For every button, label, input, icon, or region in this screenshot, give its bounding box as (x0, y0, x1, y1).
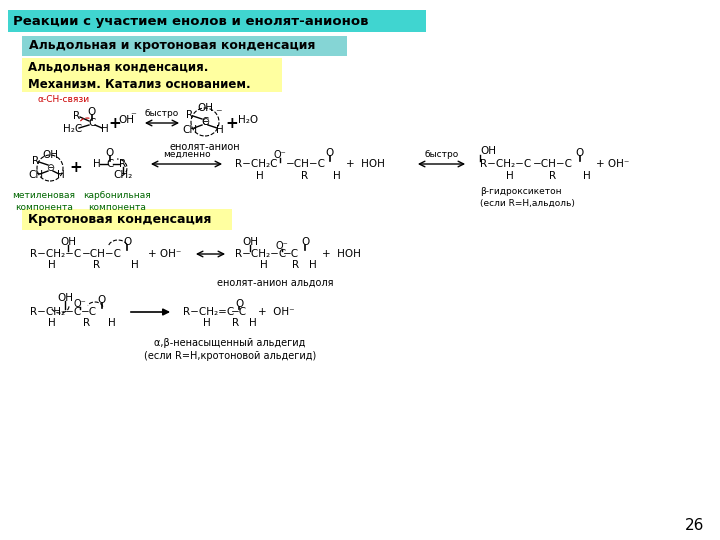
Text: Альдольная и кротоновая конденсация: Альдольная и кротоновая конденсация (29, 39, 315, 52)
Text: OH: OH (197, 103, 213, 113)
Text: R: R (302, 171, 309, 181)
Text: R: R (549, 171, 557, 181)
Text: R−CH₂C: R−CH₂C (235, 159, 277, 169)
Text: R: R (292, 260, 300, 270)
Text: α,β-ненасыщенный альдегид
(если R=H,кротоновой альдегид): α,β-ненасыщенный альдегид (если R=H,крот… (144, 338, 316, 361)
Text: быстро: быстро (145, 109, 179, 118)
Text: R: R (32, 156, 40, 166)
Text: β-гидроксикетон
(если R=H,альдоль): β-гидроксикетон (если R=H,альдоль) (480, 187, 575, 208)
Text: −CH−C: −CH−C (82, 249, 122, 259)
Text: C: C (107, 159, 114, 169)
Text: H: H (57, 170, 65, 180)
Text: R−CH₂−C: R−CH₂−C (235, 249, 287, 259)
Text: H: H (249, 318, 257, 328)
Text: H₂O: H₂O (238, 115, 258, 125)
Text: R−CH₂−C: R−CH₂−C (480, 159, 531, 169)
Text: O: O (106, 148, 114, 158)
Text: OH: OH (42, 150, 58, 160)
Text: H: H (131, 260, 139, 270)
Text: OH: OH (242, 237, 258, 247)
Text: H: H (93, 159, 101, 169)
Text: H: H (256, 171, 264, 181)
Text: O⁻: O⁻ (276, 241, 289, 251)
Text: CH₂: CH₂ (113, 170, 132, 180)
Text: H: H (48, 260, 56, 270)
Text: Альдольная конденсация.
Механизм. Катализ основанием.: Альдольная конденсация. Механизм. Катали… (28, 60, 251, 91)
Text: −CH−C: −CH−C (533, 159, 573, 169)
Text: + OH⁻: + OH⁻ (148, 249, 181, 259)
Text: R−CH₂−C: R−CH₂−C (30, 249, 81, 259)
Text: R: R (73, 111, 81, 121)
Text: H: H (506, 171, 514, 181)
Text: H: H (260, 260, 268, 270)
Text: OH: OH (57, 293, 73, 303)
Text: H: H (48, 318, 56, 328)
Text: R: R (94, 260, 101, 270)
Text: 26: 26 (685, 518, 704, 534)
Text: −C: −C (283, 249, 299, 259)
Text: −C: −C (81, 307, 97, 317)
Text: Реакции с участием енолов и енолят-анионов: Реакции с участием енолов и енолят-анион… (13, 15, 369, 28)
Text: R: R (186, 110, 194, 120)
Text: O: O (88, 107, 96, 117)
Text: α-CH-связи: α-CH-связи (38, 96, 90, 105)
Text: H₂C: H₂C (63, 124, 83, 134)
Text: енолят-анион альдоля: енолят-анион альдоля (217, 278, 333, 288)
Text: O: O (98, 295, 106, 305)
Text: R−CH₂−C: R−CH₂−C (30, 307, 81, 317)
Text: O: O (123, 237, 131, 247)
Text: +: + (70, 160, 82, 176)
Text: H: H (309, 260, 317, 270)
FancyBboxPatch shape (22, 36, 347, 56)
Text: C: C (89, 118, 96, 128)
Text: OH: OH (60, 237, 76, 247)
Text: −C: −C (231, 307, 247, 317)
FancyBboxPatch shape (8, 10, 426, 32)
FancyBboxPatch shape (22, 209, 232, 230)
Text: −CH−C: −CH−C (286, 159, 326, 169)
Text: O: O (301, 237, 309, 247)
Text: + OH⁻: + OH⁻ (596, 159, 629, 169)
Text: CH: CH (28, 170, 44, 180)
Text: H: H (101, 124, 109, 134)
Text: карбонильная
компонента: карбонильная компонента (83, 191, 151, 212)
Text: R: R (120, 159, 127, 169)
Text: H: H (203, 318, 211, 328)
Text: H: H (333, 171, 341, 181)
Text: H: H (583, 171, 591, 181)
Text: O⁻: O⁻ (274, 150, 287, 160)
Text: енолят-анион: енолят-анион (170, 142, 240, 152)
Text: O: O (235, 299, 243, 309)
Text: ⊖: ⊖ (46, 163, 54, 173)
Text: C: C (202, 117, 209, 127)
Text: O: O (576, 148, 584, 158)
Text: ⊖: ⊖ (201, 117, 209, 127)
Text: медленно: медленно (163, 150, 210, 159)
Text: +: + (109, 116, 122, 131)
Text: ⁻: ⁻ (215, 107, 221, 120)
Text: ⁻: ⁻ (130, 111, 136, 121)
Text: OH: OH (480, 146, 496, 156)
Text: H: H (216, 125, 224, 135)
Text: O⁻: O⁻ (73, 299, 86, 309)
Text: +  HOH: + HOH (322, 249, 361, 259)
Text: +  HOH: + HOH (346, 159, 385, 169)
Text: R: R (84, 318, 91, 328)
Text: CH: CH (182, 125, 197, 135)
Text: метиленовая
компонента: метиленовая компонента (12, 191, 76, 212)
Text: R: R (233, 318, 240, 328)
Text: OH: OH (118, 115, 134, 125)
Text: O: O (326, 148, 334, 158)
Text: +  OH⁻: + OH⁻ (258, 307, 294, 317)
Text: R−CH₂=C: R−CH₂=C (183, 307, 234, 317)
FancyBboxPatch shape (22, 58, 282, 92)
Text: быстро: быстро (424, 150, 459, 159)
Text: H: H (108, 318, 116, 328)
Text: +: + (225, 116, 238, 131)
Text: Кротоновая конденсация: Кротоновая конденсация (28, 213, 212, 226)
